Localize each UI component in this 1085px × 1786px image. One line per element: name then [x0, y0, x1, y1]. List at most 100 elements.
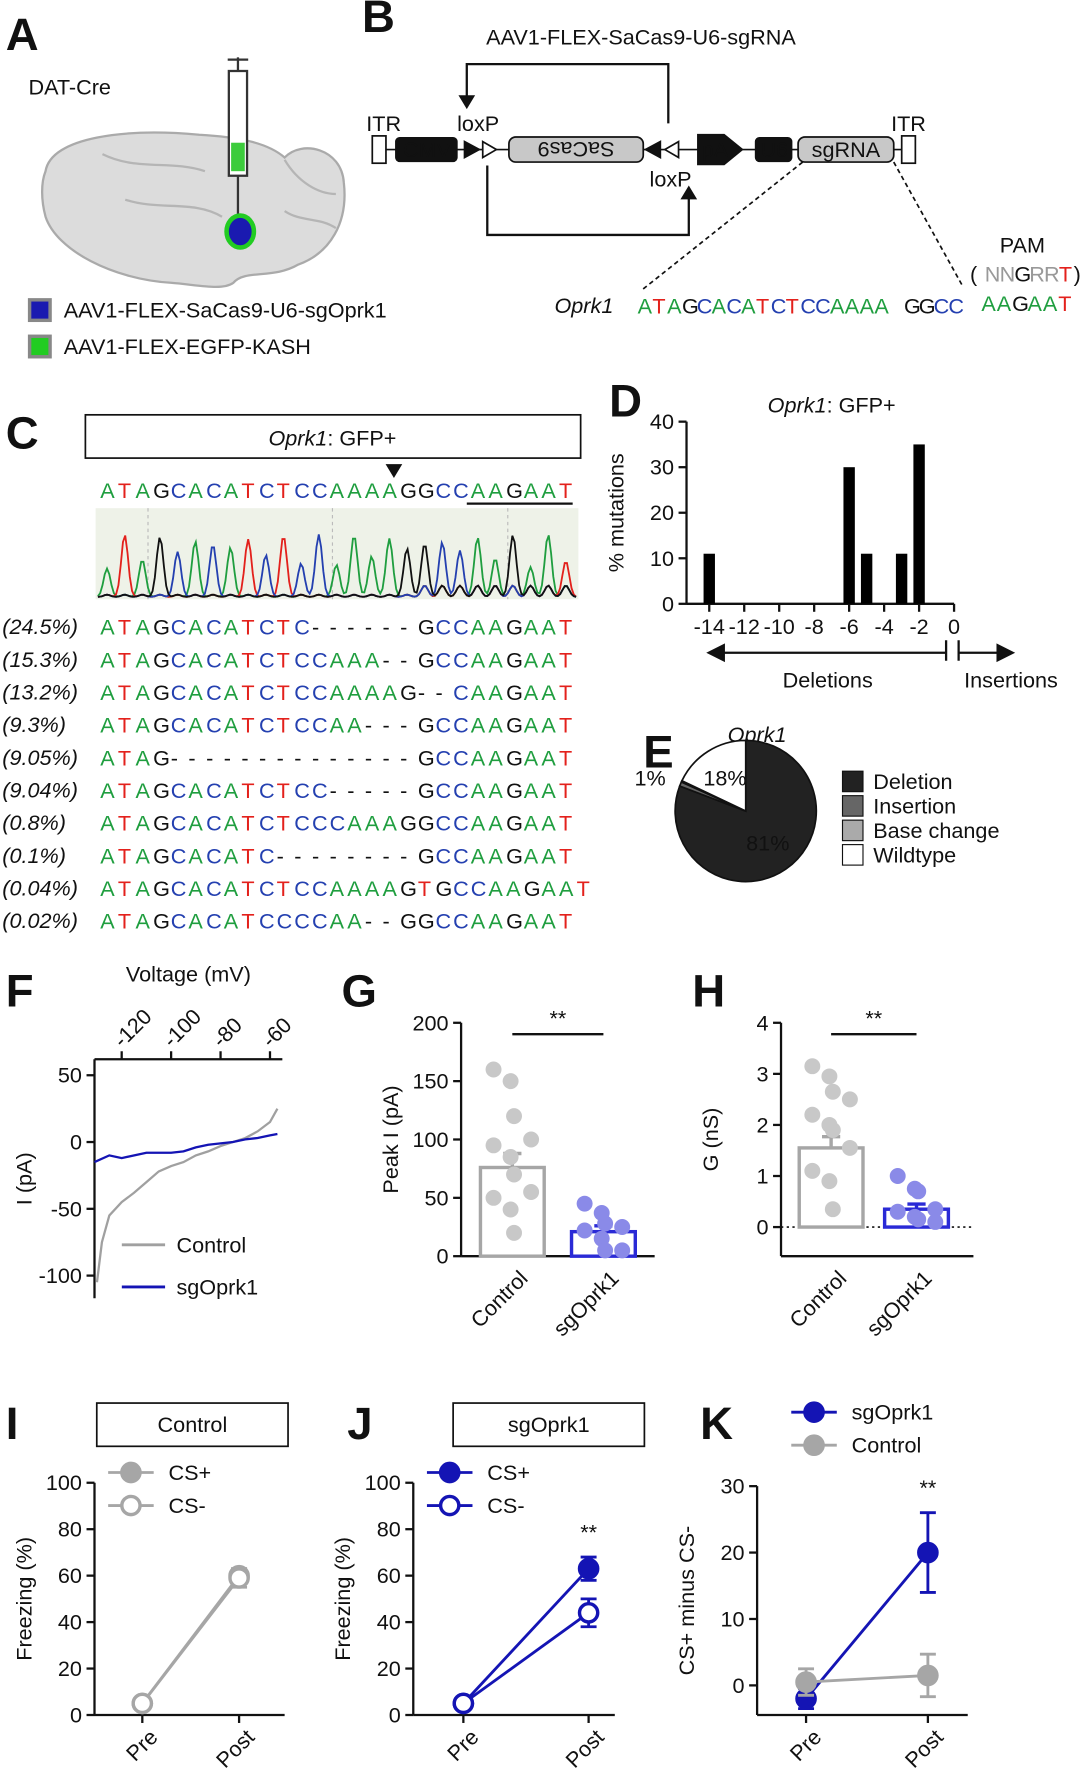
base: T: [652, 293, 665, 318]
base: T: [559, 777, 572, 802]
base: C: [259, 875, 275, 900]
base: C: [435, 777, 451, 802]
bar: [843, 467, 855, 604]
x-tick-label: -4: [875, 614, 894, 639]
y-tick-label: 20: [58, 1656, 82, 1681]
base: G: [400, 875, 417, 900]
legend-label: sgOprk1: [176, 1274, 258, 1299]
base: C: [453, 712, 469, 737]
data-point: [841, 1091, 858, 1108]
base: T: [1058, 291, 1071, 316]
base: A: [541, 777, 556, 802]
y-tick-label: 80: [58, 1517, 82, 1542]
base: A: [135, 777, 150, 802]
base: (: [970, 261, 978, 286]
y-tick-label: 80: [377, 1517, 401, 1542]
base: G: [506, 745, 523, 770]
construct-element: pA: [702, 137, 729, 162]
base: T: [277, 477, 290, 502]
base: C: [259, 477, 275, 502]
base: A: [1028, 291, 1043, 316]
base: -: [400, 777, 407, 802]
annotation: Insertions: [964, 668, 1058, 693]
base: A: [541, 745, 556, 770]
base: A: [524, 679, 539, 704]
base: -: [347, 777, 354, 802]
base: C: [453, 679, 469, 704]
base: C: [294, 647, 310, 672]
title-box: [84, 413, 582, 459]
base: G: [1014, 261, 1031, 286]
percent-label: (0.1%): [2, 843, 66, 868]
legend-label: Base change: [873, 818, 999, 843]
base: T: [241, 843, 254, 868]
base: G: [418, 843, 435, 868]
base: C: [312, 647, 328, 672]
base: G: [153, 843, 170, 868]
y-tick-label: 0: [389, 1703, 401, 1728]
base: T: [277, 810, 290, 835]
base: G: [506, 477, 523, 502]
data-point: [502, 1201, 519, 1218]
base: C: [453, 477, 469, 502]
base: -: [383, 647, 390, 672]
base: G: [506, 679, 523, 704]
data-point: [795, 1671, 817, 1693]
base: A: [365, 810, 380, 835]
data-point: [927, 1213, 944, 1230]
base: A: [524, 810, 539, 835]
legend-marker: [120, 1461, 142, 1484]
y-tick-label: 0: [756, 1215, 768, 1240]
base: G: [153, 647, 170, 672]
legend-label: Deletion: [873, 769, 952, 794]
base: -: [294, 843, 301, 868]
percent-label: (9.04%): [2, 777, 78, 802]
base: A: [712, 293, 727, 318]
sequence: (NNGRRT): [970, 261, 1081, 286]
y-tick-label: -100: [39, 1263, 82, 1288]
data-point: [824, 1083, 841, 1100]
base: C: [330, 810, 346, 835]
base: G: [153, 712, 170, 737]
base: A: [188, 810, 203, 835]
base: A: [224, 614, 239, 639]
base: G: [400, 908, 417, 933]
construct-element: ITR: [366, 111, 401, 136]
base: C: [435, 477, 451, 502]
chart-title: Oprk1: GFP+: [768, 392, 896, 417]
legend-swatch: [27, 334, 52, 359]
panel-label: A: [6, 9, 39, 60]
y-axis-label: Peak I (pA): [378, 1085, 403, 1193]
base: G: [506, 777, 523, 802]
data-point: [821, 1173, 838, 1190]
base: A: [471, 908, 486, 933]
base: C: [206, 477, 222, 502]
base: T: [559, 477, 572, 502]
base: A: [488, 810, 503, 835]
construct-element: loxP: [650, 167, 692, 192]
data-point: [576, 1222, 593, 1239]
annotation: Deletions: [783, 668, 873, 693]
title-rest: : GFP+: [327, 425, 396, 450]
base: -: [365, 712, 372, 737]
cut-marker: [385, 464, 403, 478]
percent-label: (9.3%): [2, 712, 66, 737]
base: T: [241, 875, 254, 900]
y-tick-label: 10: [721, 1606, 745, 1631]
data-point: [910, 1183, 927, 1200]
base: C: [312, 777, 328, 802]
base: C: [312, 679, 328, 704]
base: T: [577, 875, 590, 900]
base: A: [830, 293, 845, 318]
x-tick-label: -14: [694, 614, 725, 639]
sgrna-box: [797, 136, 895, 163]
data-point: [485, 1189, 502, 1206]
base: -: [383, 745, 390, 770]
base: G: [904, 293, 921, 318]
base: A: [488, 614, 503, 639]
base: A: [188, 777, 203, 802]
bar: [913, 444, 925, 604]
base: G: [153, 745, 170, 770]
data-point: [804, 1058, 821, 1075]
significance: **: [865, 1006, 882, 1031]
